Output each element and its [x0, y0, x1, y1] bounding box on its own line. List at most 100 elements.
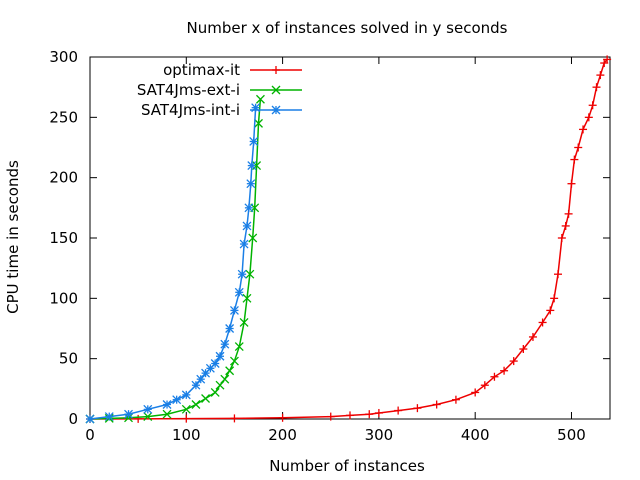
data-point — [104, 412, 114, 422]
y-tick-label: 250 — [49, 108, 78, 126]
data-point — [603, 55, 612, 64]
data-point — [554, 270, 562, 279]
data-point — [519, 345, 528, 354]
data-point — [246, 179, 256, 189]
data-point — [564, 209, 573, 218]
y-tick-label: 100 — [49, 289, 78, 307]
data-point — [567, 179, 576, 188]
data-point — [162, 400, 172, 409]
data-point — [471, 388, 480, 397]
chart-title: Number x of instances solved in y second… — [187, 19, 508, 37]
data-point — [229, 305, 239, 315]
x-tick-label: 200 — [268, 426, 297, 444]
series-layer — [85, 55, 612, 424]
data-point — [570, 155, 579, 164]
series-line — [89, 99, 262, 420]
data-point — [191, 400, 201, 409]
x-axis-title: Number of instances — [269, 457, 425, 475]
data-point — [271, 85, 281, 95]
data-point — [432, 400, 441, 409]
data-point — [592, 83, 601, 92]
data-point — [374, 408, 383, 417]
data-point — [546, 306, 555, 315]
data-point — [191, 380, 201, 390]
data-point — [215, 351, 225, 361]
data-point — [557, 234, 566, 242]
x-tick-label: 500 — [557, 426, 586, 444]
series-1 — [85, 94, 265, 424]
data-point — [210, 359, 220, 368]
data-point — [255, 94, 265, 104]
y-tick-label: 200 — [49, 169, 78, 187]
data-point — [538, 318, 547, 327]
data-point — [196, 374, 206, 384]
legend-label: optimax-it — [163, 61, 240, 79]
data-point — [237, 269, 247, 279]
legend: optimax-it SAT4Jms-ext-i SAT4Jms-int-i — [137, 61, 302, 119]
axis-ticks: 0 100 200 300 400 500 0 50 100 150 200 250 300 — [49, 48, 610, 444]
series-0 — [86, 55, 612, 423]
data-point — [210, 387, 220, 397]
data-point — [490, 372, 499, 381]
data-point — [248, 233, 258, 243]
x-tick-label: 400 — [461, 426, 490, 444]
data-point — [451, 395, 460, 404]
data-point — [201, 394, 211, 403]
data-point — [596, 71, 605, 80]
data-point — [143, 404, 153, 414]
data-point — [162, 409, 172, 419]
data-point — [182, 414, 191, 423]
data-point — [550, 294, 559, 303]
data-point — [244, 203, 254, 213]
data-point — [239, 239, 249, 249]
x-tick-label: 300 — [365, 426, 394, 444]
data-point — [584, 113, 593, 122]
data-point — [254, 118, 263, 128]
data-point — [326, 412, 335, 421]
data-point — [413, 404, 422, 413]
data-point — [528, 332, 537, 341]
data-point — [230, 414, 239, 423]
data-point — [234, 342, 244, 352]
data-point — [588, 101, 597, 110]
data-point — [561, 221, 570, 230]
data-point — [220, 339, 230, 349]
data-point — [239, 318, 249, 327]
legend-label: SAT4Jms-int-i — [141, 101, 240, 119]
data-point — [225, 324, 235, 333]
data-point — [394, 406, 403, 415]
y-tick-label: 0 — [68, 410, 78, 428]
data-point — [579, 125, 588, 134]
legend-label: SAT4Jms-ext-i — [137, 81, 240, 99]
data-point — [143, 412, 153, 422]
y-tick-label: 50 — [59, 350, 78, 368]
data-point — [220, 374, 230, 384]
data-point — [234, 287, 244, 297]
data-point — [225, 366, 235, 376]
data-point — [271, 105, 281, 115]
series-2 — [85, 103, 261, 424]
data-point — [247, 161, 257, 171]
data-point — [249, 137, 259, 146]
y-tick-label: 150 — [49, 229, 78, 247]
y-axis-title: CPU time in seconds — [4, 160, 22, 314]
x-tick-label: 0 — [85, 426, 95, 444]
data-point — [181, 404, 191, 414]
data-point — [272, 66, 280, 74]
data-point — [365, 410, 374, 419]
data-point — [574, 143, 583, 152]
data-point — [181, 390, 191, 400]
data-point — [215, 380, 225, 390]
data-point — [509, 357, 518, 366]
data-point — [278, 413, 287, 422]
data-point — [172, 395, 182, 405]
y-tick-label: 300 — [49, 48, 78, 66]
data-point — [346, 411, 354, 420]
x-tick-label: 100 — [172, 426, 201, 444]
data-point — [85, 414, 95, 424]
data-point — [500, 366, 509, 375]
data-point — [134, 414, 143, 423]
data-point — [245, 269, 255, 279]
data-point — [242, 221, 252, 231]
